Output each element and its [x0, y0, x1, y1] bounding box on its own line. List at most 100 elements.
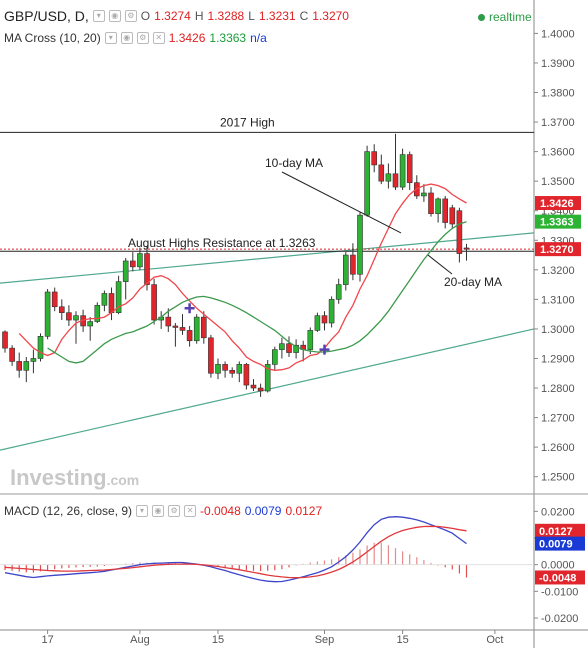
time-tick-label: 15: [212, 634, 224, 646]
macd-tag: [535, 523, 585, 538]
eye-icon[interactable]: ◉: [152, 505, 165, 517]
annotation-2017-high: 2017 High: [220, 115, 275, 129]
ma-cross-label[interactable]: MA Cross (10, 20): [4, 31, 101, 45]
time-tick-label: Sep: [315, 634, 335, 646]
cross-marker-icon: [319, 344, 330, 355]
candle-body: [144, 253, 150, 285]
candle-body: [179, 327, 186, 331]
candle-body: [350, 254, 356, 275]
annotation-resistance: August Highs Resistance at 1.3263: [128, 236, 316, 250]
price-tick-label: 1.3200: [541, 265, 575, 277]
candle-body: [264, 364, 271, 392]
price-tag-label: 1.3270: [540, 244, 574, 256]
symbol-label[interactable]: GBP/USD, D,: [4, 8, 89, 24]
ma20-line: [47, 221, 467, 364]
price-tick-label: 1.3700: [541, 117, 575, 129]
candle-body: [193, 316, 200, 342]
price-tick-label: 1.2500: [541, 472, 575, 484]
macd-header: MACD (12, 26, close, 9) ▾ ◉ ⚙ ✕ -0.0048 …: [4, 504, 322, 518]
macd-tag: [535, 570, 585, 585]
symbol-header: GBP/USD, D, ▾ ◉ ⚙ O 1.3274 H 1.3288 L 1.…: [4, 8, 349, 24]
candle-body: [115, 281, 122, 313]
candle-body: [94, 304, 101, 322]
low-value: 1.3231: [258, 9, 296, 23]
price-tick-label: 1.3100: [541, 294, 575, 306]
time-tick-label: Oct: [486, 634, 503, 646]
ma10-value: 1.3426: [168, 31, 206, 45]
macd-signal-value: 0.0127: [285, 504, 323, 518]
settings-icon[interactable]: ⚙: [124, 10, 137, 22]
annotation-20-day-ma: 20-day MA: [444, 275, 502, 289]
realtime-indicator: realtime: [478, 10, 532, 24]
close-label: C: [299, 9, 309, 23]
candle-body: [172, 325, 179, 328]
macd-tag-label: 0.0079: [539, 539, 573, 551]
chevron-down-icon[interactable]: ▾: [92, 10, 105, 22]
close-icon[interactable]: ✕: [184, 505, 197, 517]
price-tick-label: 1.3800: [541, 88, 575, 100]
candle-body: [186, 330, 193, 342]
candle-body: [371, 151, 378, 166]
price-tag: [535, 214, 581, 229]
candle-body: [421, 192, 427, 197]
macd-tag-label: -0.0048: [539, 572, 576, 584]
eye-icon[interactable]: ◉: [120, 32, 133, 44]
candle-body: [328, 299, 335, 324]
chevron-down-icon[interactable]: ▾: [104, 32, 117, 44]
annotation-20-day-ma-pointer: [427, 254, 453, 275]
price-tick-label: 1.2600: [541, 442, 575, 454]
status-dot-icon: [478, 14, 485, 21]
watermark-suffix: .com: [107, 472, 140, 488]
candle-body: [208, 337, 214, 374]
candle-body: [286, 343, 292, 353]
candle-body: [215, 364, 221, 374]
realtime-label: realtime: [489, 10, 532, 24]
candle-body: [385, 173, 392, 182]
candle-body: [101, 293, 108, 306]
open-label: O: [140, 9, 151, 23]
candle-body: [406, 154, 413, 183]
candle-body: [30, 358, 37, 362]
candle-body: [250, 384, 257, 389]
price-tick-label: 1.3900: [541, 58, 575, 70]
close-icon[interactable]: ✕: [152, 32, 165, 44]
candle-body: [37, 336, 44, 359]
candle-body: [236, 364, 243, 374]
settings-icon[interactable]: ⚙: [168, 505, 181, 517]
price-tick-label: 1.2800: [541, 383, 575, 395]
macd-label[interactable]: MACD (12, 26, close, 9): [4, 504, 133, 518]
eye-icon[interactable]: ◉: [108, 10, 121, 22]
candle-body: [23, 361, 30, 371]
candle-body: [2, 331, 8, 349]
ma20-value: 1.3363: [209, 31, 247, 45]
candle-body: [44, 291, 51, 337]
candle-body: [342, 254, 349, 285]
high-label: H: [194, 9, 204, 23]
candle-body: [456, 210, 463, 254]
candle-body: [51, 291, 58, 308]
settings-icon[interactable]: ⚙: [136, 32, 149, 44]
chevron-down-icon[interactable]: ▾: [136, 505, 149, 517]
candle-body: [321, 315, 328, 324]
price-tag: [535, 196, 581, 211]
macd-tick-label: 0.0200: [541, 506, 575, 518]
candle-body: [108, 293, 115, 313]
candle-body: [392, 173, 399, 188]
candle-body: [399, 154, 406, 188]
price-tick-label: 1.3600: [541, 147, 575, 159]
open-value: 1.3274: [154, 9, 191, 23]
annotation-10-day-ma: 10-day MA: [265, 156, 323, 170]
macd-tag-label: 0.0127: [539, 526, 573, 538]
candle-body: [271, 349, 278, 365]
candle-body: [130, 260, 136, 268]
candle-body: [151, 284, 157, 321]
macd-line: [4, 516, 467, 583]
price-tick-label: 1.2900: [541, 353, 575, 365]
candle-body: [137, 253, 143, 268]
candle-body: [222, 364, 228, 371]
candle-body: [87, 321, 93, 327]
ma-cross-value: n/a: [250, 31, 267, 45]
macd-signal-line: [4, 525, 467, 579]
candle-body: [335, 284, 342, 300]
